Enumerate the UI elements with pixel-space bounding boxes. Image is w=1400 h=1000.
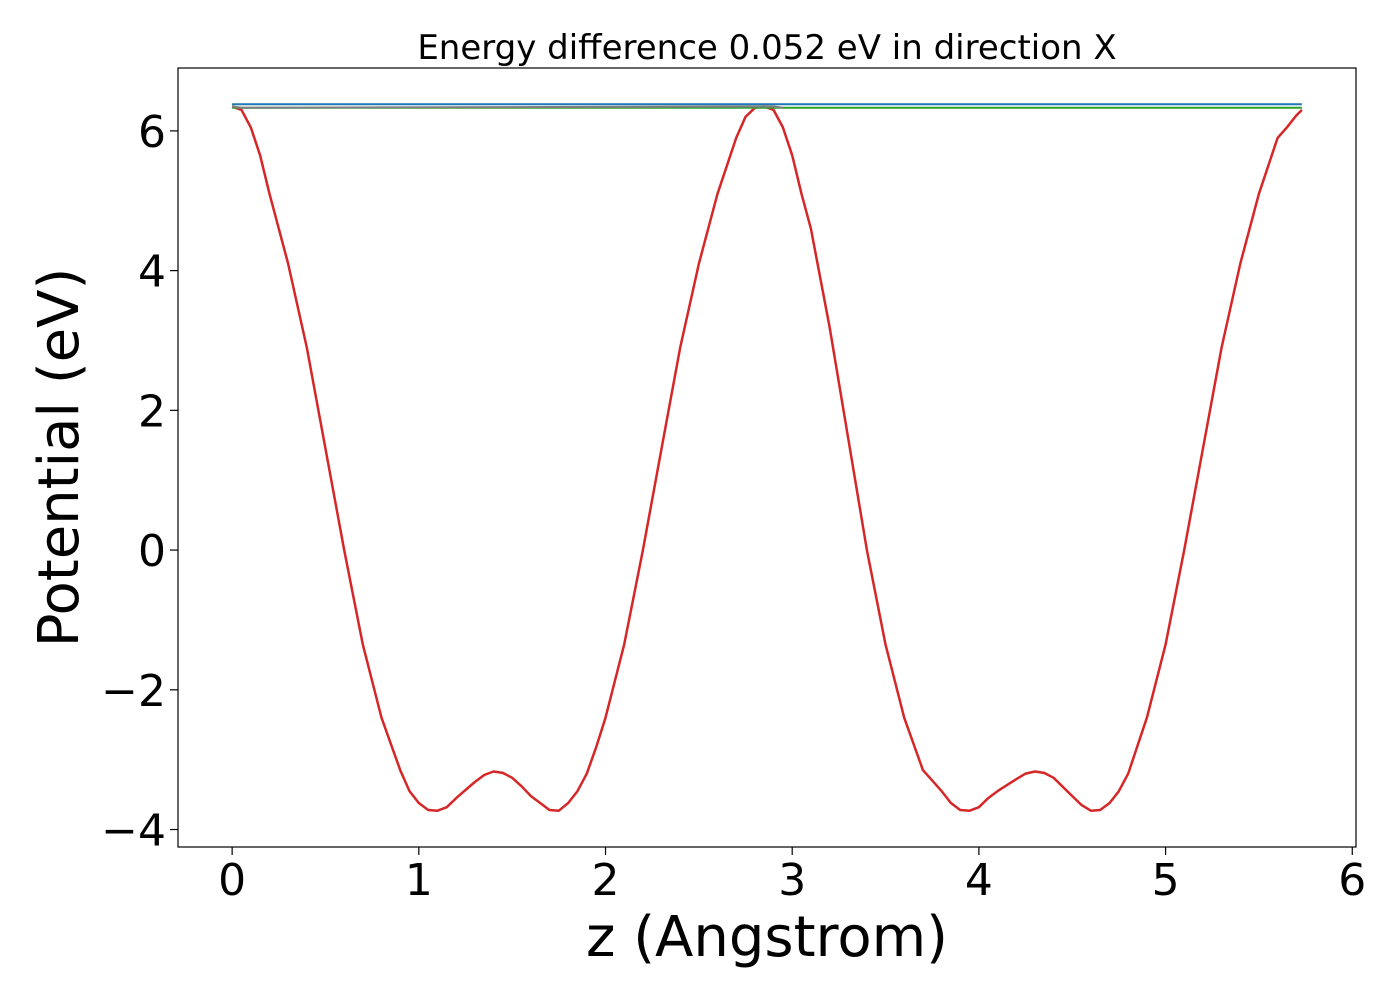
x-tick-label: 6 xyxy=(1338,855,1366,906)
x-tick-label: 2 xyxy=(592,855,620,906)
x-axis-ticks: 0 1 2 3 4 5 6 xyxy=(218,847,1366,906)
x-tick-label: 0 xyxy=(218,855,246,906)
y-axis-ticks: −4 −2 0 2 4 6 xyxy=(101,107,178,857)
plot-area xyxy=(177,67,1357,848)
y-tick-label: 4 xyxy=(138,247,166,298)
chart-title: Energy difference 0.052 eV in direction … xyxy=(417,28,1116,68)
y-tick-label: 6 xyxy=(138,107,166,158)
x-axis-label: z (Angstrom) xyxy=(586,905,948,970)
x-tick-label: 3 xyxy=(778,855,806,906)
series-layer xyxy=(231,103,1303,812)
series-line-1 xyxy=(231,105,1303,812)
series-line-4 xyxy=(231,105,784,109)
y-axis-label: Potential (eV) xyxy=(27,268,92,648)
x-tick-label: 4 xyxy=(965,855,993,906)
x-tick-label: 1 xyxy=(405,855,433,906)
y-tick-label: 0 xyxy=(138,526,166,577)
y-tick-label: −2 xyxy=(101,666,166,717)
y-tick-label: 2 xyxy=(138,386,166,437)
y-tick-label: −4 xyxy=(101,806,166,857)
x-tick-label: 5 xyxy=(1152,855,1180,906)
